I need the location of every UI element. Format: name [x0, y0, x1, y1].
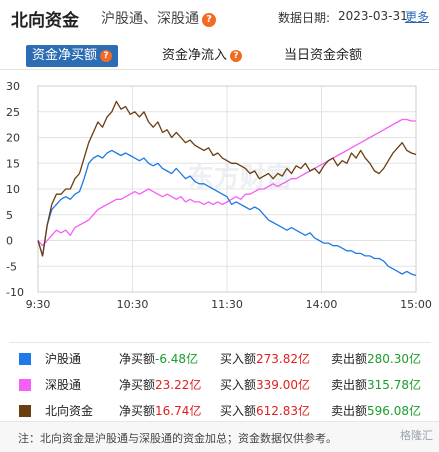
date-label: 数据日期: [278, 11, 331, 25]
more-link[interactable]: 更多 [405, 10, 430, 24]
net-buy-chart: 30 25 20 15 10 5 0 -5 -10 9:30 10:30 11:30 14:00 15:0… [0, 74, 439, 314]
sell-value: 315.78亿 [367, 378, 422, 392]
y-tick-label: 20 [6, 132, 20, 145]
page-header: 北向资金 沪股通、深股通? 数据日期: 2023-03-31 更多 [0, 0, 439, 34]
x-tick-label: 11:30 [211, 298, 243, 311]
legend-row-sh: 沪股通 净买额-6.48亿 买入额273.82亿 卖出额280.30亿 [9, 347, 431, 371]
help-icon[interactable]: ? [230, 50, 243, 62]
page-subtitle: 沪股通、深股通? [101, 8, 216, 28]
y-tick-label: -10 [6, 286, 24, 299]
page-title: 北向资金 [11, 11, 79, 31]
buy-value: 273.82亿 [256, 352, 311, 366]
sell-value: 596.08亿 [367, 404, 422, 418]
net-label: 净买额 [119, 404, 156, 418]
tab-net-inflow[interactable]: 资金净流入? [162, 45, 243, 67]
legend-row-sz: 深股通 净买额23.22亿 买入额339.00亿 卖出额315.78亿 [9, 373, 431, 397]
brand-watermark: 格隆汇 [400, 429, 433, 442]
net-value: 16.74亿 [155, 404, 202, 418]
y-tick-label: 0 [6, 235, 13, 248]
legend-buy: 买入额273.82亿 [220, 347, 310, 371]
buy-label: 买入额 [220, 404, 257, 418]
help-icon[interactable]: ? [100, 50, 113, 62]
legend-row-north: 北向资金 净买额16.74亿 买入额612.83亿 卖出额596.08亿 [9, 399, 431, 423]
legend-name: 沪股通 [45, 352, 82, 366]
legend-name: 北向资金 [45, 404, 94, 418]
tab-net-buy-label: 资金净买额 [32, 48, 98, 63]
legend-swatch [19, 405, 31, 417]
legend-buy: 买入额612.83亿 [220, 399, 310, 423]
legend-sell: 卖出额280.30亿 [331, 347, 421, 371]
x-tick-label: 10:30 [117, 298, 149, 311]
y-tick-label: 10 [6, 183, 20, 196]
footnote: 注：北向资金是沪股通与深股通的资金加总；资金数据仅供参考。 格隆汇 [0, 421, 439, 452]
y-tick-label: 25 [6, 106, 20, 119]
net-label: 净买额 [119, 378, 156, 392]
chart-canvas: 30 25 20 15 10 5 0 -5 -109:30 10:30 11:30 14:00 15:0… [6, 80, 432, 311]
y-tick-label: -5 [6, 260, 17, 273]
tab-bar: 资金净买额? 资金净流入? 当日资金余额 [0, 38, 439, 70]
buy-label: 买入额 [220, 352, 257, 366]
legend-name: 深股通 [45, 378, 82, 392]
sell-label: 卖出额 [331, 404, 368, 418]
footnote-text: 注：北向资金是沪股通与深股通的资金加总；资金数据仅供参考。 [18, 432, 337, 445]
buy-value: 612.83亿 [256, 404, 311, 418]
y-tick-label: 5 [6, 209, 13, 222]
x-tick-label: 14:00 [306, 298, 338, 311]
y-tick-label: 30 [6, 80, 20, 93]
sell-label: 卖出额 [331, 378, 368, 392]
y-tick-label: 15 [6, 157, 20, 170]
subtitle-text: 沪股通、深股通 [101, 11, 199, 27]
help-icon[interactable]: ? [202, 13, 216, 27]
series-line-2 [37, 100, 417, 257]
x-tick-label: 9:30 [26, 298, 51, 311]
tab-net-inflow-label: 资金净流入 [162, 48, 228, 63]
tab-net-buy[interactable]: 资金净买额? [26, 45, 119, 67]
buy-value: 339.00亿 [256, 378, 311, 392]
plot-frame [37, 85, 417, 293]
series-line-0 [37, 149, 417, 277]
chart-watermark: 东方财富 [188, 162, 292, 193]
legend-net: 净买额16.74亿 [119, 399, 201, 423]
legend-sell: 卖出额315.78亿 [331, 373, 421, 397]
series-line-1 [37, 118, 416, 247]
x-tick-label: 15:00 [400, 298, 432, 311]
legend-swatch [19, 353, 31, 365]
legend-sell: 卖出额596.08亿 [331, 399, 421, 423]
tab-daily-balance[interactable]: 当日资金余额 [284, 45, 362, 67]
date-value: 2023-03-31 [338, 9, 408, 23]
net-value: 23.22亿 [155, 378, 202, 392]
buy-label: 买入额 [220, 378, 257, 392]
net-label: 净买额 [119, 352, 156, 366]
legend-swatch [19, 379, 31, 391]
legend-net: 净买额-6.48亿 [119, 347, 198, 371]
legend-table: 沪股通 净买额-6.48亿 买入额273.82亿 卖出额280.30亿 深股通 … [9, 342, 431, 422]
sell-value: 280.30亿 [367, 352, 422, 366]
legend-net: 净买额23.22亿 [119, 373, 201, 397]
legend-buy: 买入额339.00亿 [220, 373, 310, 397]
net-value: -6.48亿 [155, 352, 199, 366]
tab-daily-balance-label: 当日资金余额 [284, 48, 363, 63]
sell-label: 卖出额 [331, 352, 368, 366]
